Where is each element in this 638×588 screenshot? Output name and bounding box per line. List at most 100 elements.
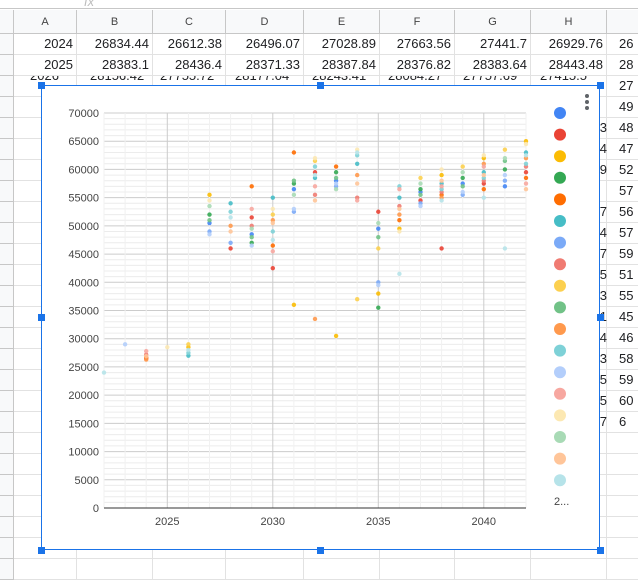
legend-swatch[interactable] bbox=[554, 215, 566, 227]
column-header-d[interactable]: D bbox=[226, 10, 304, 34]
resize-handle-bottom-right[interactable] bbox=[597, 547, 604, 554]
legend-more-label[interactable]: 2... bbox=[554, 496, 569, 508]
cell[interactable] bbox=[607, 559, 638, 580]
cell[interactable] bbox=[607, 475, 638, 496]
cell[interactable]: 27028.89 bbox=[304, 34, 380, 55]
legend-swatch[interactable] bbox=[554, 452, 566, 465]
cell[interactable]: 26612.38 bbox=[153, 34, 226, 55]
legend-swatch[interactable] bbox=[554, 301, 566, 314]
cell[interactable] bbox=[531, 559, 607, 580]
cell[interactable]: 27 bbox=[607, 76, 638, 97]
scatter-chart[interactable]: 0 5000 10000 15000 20000 25000 30000 35000 40000… bbox=[41, 85, 600, 550]
legend-swatch[interactable] bbox=[554, 279, 566, 292]
chart-menu-icon[interactable] bbox=[581, 94, 593, 112]
cell[interactable]: 45 bbox=[607, 307, 638, 328]
column-header-i[interactable] bbox=[607, 10, 638, 34]
formula-bar[interactable]: fx bbox=[0, 0, 638, 9]
cell[interactable]: 52 bbox=[607, 160, 638, 181]
cell[interactable]: 60 bbox=[607, 391, 638, 412]
row-header[interactable] bbox=[0, 202, 14, 223]
legend-swatch[interactable] bbox=[554, 171, 566, 184]
row-header[interactable] bbox=[0, 475, 14, 496]
row-header[interactable] bbox=[0, 118, 14, 139]
resize-handle-left[interactable] bbox=[38, 314, 45, 321]
cell[interactable] bbox=[14, 559, 77, 580]
row-header[interactable] bbox=[0, 349, 14, 370]
select-all-corner[interactable] bbox=[0, 10, 14, 34]
legend-swatch[interactable] bbox=[554, 409, 566, 422]
legend-swatch[interactable] bbox=[554, 431, 566, 443]
legend-swatch[interactable] bbox=[554, 323, 566, 335]
cell[interactable]: 51 bbox=[607, 265, 638, 286]
resize-handle-bottom-left[interactable] bbox=[38, 547, 45, 554]
row-header[interactable] bbox=[0, 181, 14, 202]
row-header[interactable] bbox=[0, 76, 14, 97]
row-header[interactable] bbox=[0, 160, 14, 181]
cell[interactable] bbox=[380, 559, 455, 580]
row-header[interactable] bbox=[0, 223, 14, 244]
row-header[interactable] bbox=[0, 370, 14, 391]
row-header[interactable] bbox=[0, 559, 14, 580]
row-header[interactable] bbox=[0, 517, 14, 538]
row-header[interactable] bbox=[0, 496, 14, 517]
cell[interactable]: 28 bbox=[607, 55, 638, 76]
cell[interactable] bbox=[607, 496, 638, 517]
legend-swatch[interactable] bbox=[554, 387, 566, 400]
cell[interactable]: 28436.4 bbox=[153, 55, 226, 76]
cell[interactable] bbox=[304, 559, 380, 580]
column-header-e[interactable]: E bbox=[304, 10, 380, 34]
cell[interactable]: 28383.64 bbox=[455, 55, 531, 76]
row-header[interactable] bbox=[0, 286, 14, 307]
column-header-g[interactable]: G bbox=[455, 10, 531, 34]
column-header-b[interactable]: B bbox=[77, 10, 153, 34]
cell[interactable]: 56 bbox=[607, 202, 638, 223]
cell[interactable]: 28383.1 bbox=[77, 55, 153, 76]
row-header[interactable] bbox=[0, 538, 14, 559]
legend-swatch[interactable] bbox=[554, 258, 566, 271]
row-header[interactable] bbox=[0, 139, 14, 160]
cell[interactable]: 28443.48 bbox=[531, 55, 607, 76]
cell[interactable]: 2025 bbox=[14, 55, 77, 76]
cell[interactable] bbox=[607, 517, 638, 538]
column-header-f[interactable]: F bbox=[380, 10, 455, 34]
cell[interactable] bbox=[153, 559, 226, 580]
cell[interactable]: 2024 bbox=[14, 34, 77, 55]
cell[interactable]: 27663.56 bbox=[380, 34, 455, 55]
cell[interactable]: 58 bbox=[607, 349, 638, 370]
resize-handle-bottom[interactable] bbox=[317, 547, 324, 554]
resize-handle-right[interactable] bbox=[597, 314, 604, 321]
row-header[interactable] bbox=[0, 34, 14, 55]
cell[interactable] bbox=[226, 559, 304, 580]
legend-swatch[interactable] bbox=[554, 128, 566, 141]
row-header[interactable] bbox=[0, 307, 14, 328]
cell[interactable]: 28371.33 bbox=[226, 55, 304, 76]
legend-swatch[interactable] bbox=[554, 193, 566, 206]
resize-handle-top-right[interactable] bbox=[597, 82, 604, 89]
row-header[interactable] bbox=[0, 97, 14, 118]
cell[interactable]: 26929.76 bbox=[531, 34, 607, 55]
legend-swatch[interactable] bbox=[554, 344, 566, 357]
cell[interactable]: 46 bbox=[607, 328, 638, 349]
cell[interactable]: 48 bbox=[607, 118, 638, 139]
row-header[interactable] bbox=[0, 391, 14, 412]
column-header-a[interactable]: A bbox=[14, 10, 77, 34]
cell[interactable]: 47 bbox=[607, 139, 638, 160]
cell[interactable]: 26834.44 bbox=[77, 34, 153, 55]
cell[interactable] bbox=[531, 538, 607, 559]
cell[interactable] bbox=[77, 559, 153, 580]
legend-swatch[interactable] bbox=[554, 236, 566, 249]
cell[interactable] bbox=[607, 538, 638, 559]
legend-swatch[interactable] bbox=[554, 150, 566, 163]
legend-swatch[interactable] bbox=[554, 474, 566, 487]
cell[interactable]: 59 bbox=[607, 244, 638, 265]
cell[interactable]: 57 bbox=[607, 223, 638, 244]
resize-handle-top[interactable] bbox=[317, 82, 324, 89]
cell[interactable]: 28387.84 bbox=[304, 55, 380, 76]
cell[interactable] bbox=[455, 559, 531, 580]
cell[interactable]: 28376.82 bbox=[380, 55, 455, 76]
column-header-h[interactable]: H bbox=[531, 10, 607, 34]
legend-swatch[interactable] bbox=[554, 107, 566, 119]
cell[interactable]: 26 bbox=[607, 34, 638, 55]
cell[interactable] bbox=[607, 454, 638, 475]
row-header[interactable] bbox=[0, 454, 14, 475]
